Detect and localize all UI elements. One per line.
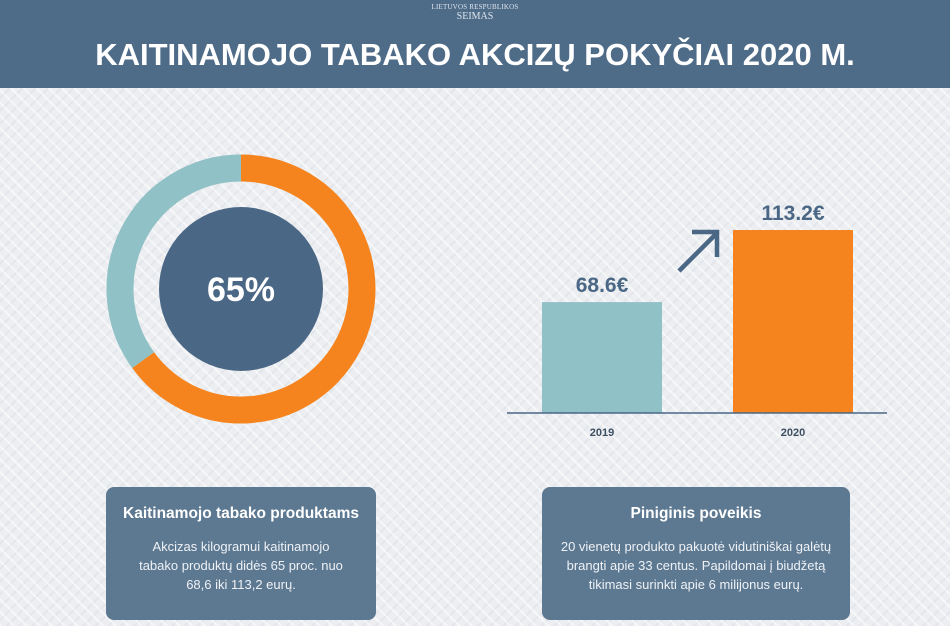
card-text: Akcizas kilogramui kaitinamojo tabako pr… [139, 539, 343, 592]
seimas-logo: LIETUVOS RESPUBLIKOS SEIMAS [0, 3, 950, 22]
donut-slice [132, 154, 376, 424]
donut-slice [106, 154, 242, 369]
donut-center [159, 207, 323, 371]
logo-line2: SEIMAS [456, 11, 494, 22]
logo-line1: LIETUVOS RESPUBLIKOS [431, 3, 519, 11]
bar-data-label: 113.2€ [761, 202, 824, 225]
bar [733, 230, 853, 413]
card-title: Kaitinamojo tabako produktams [123, 505, 359, 522]
x-tick-label: 2020 [781, 427, 805, 439]
card-products: Kaitinamojo tabako produktams Akcizas ki… [106, 487, 376, 620]
header: LIETUVOS RESPUBLIKOS SEIMAS KAITINAMOJO … [0, 0, 950, 88]
arrow-up-right-icon [677, 229, 720, 273]
card-title: Piniginis poveikis [630, 505, 762, 522]
bar-chart: 68.6€ 2019 113.2€ 2020 [507, 202, 887, 439]
card-monetary-impact: Piniginis poveikis 20 vienetų produkto p… [542, 487, 850, 620]
card-text: 20 vienetų produkto pakuotė vidutiniškai… [560, 539, 832, 592]
bar [542, 302, 662, 413]
bar-data-label: 68.6€ [576, 274, 629, 297]
page-title: KAITINAMOJO TABAKO AKCIZŲ POKYČIAI 2020 … [95, 37, 855, 72]
donut-center-label: 65% [207, 271, 275, 309]
x-tick-label: 2019 [590, 427, 614, 439]
donut-chart: 65% [106, 154, 376, 424]
